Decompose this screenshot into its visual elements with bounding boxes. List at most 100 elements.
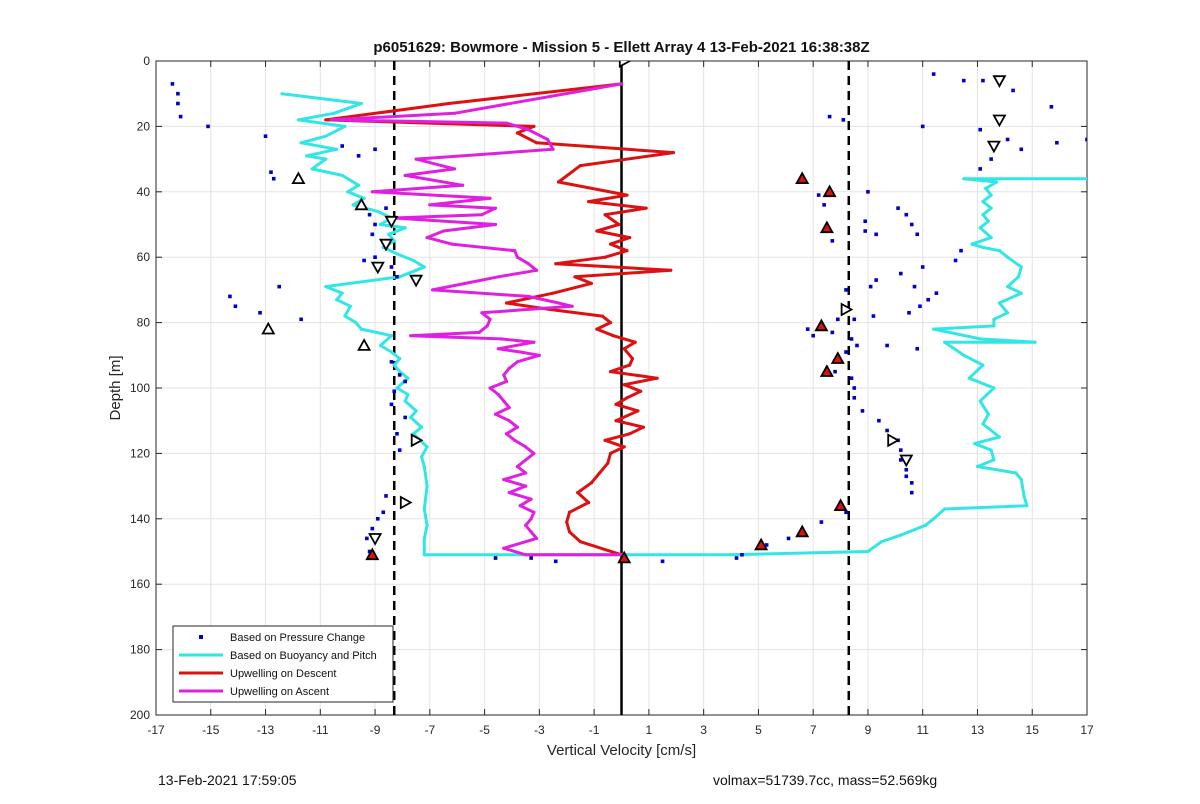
series-line-point — [409, 415, 413, 420]
series-line-point — [340, 173, 344, 178]
series-line-point — [975, 464, 980, 469]
series-line-point — [488, 196, 492, 200]
pressure-change-point — [904, 212, 909, 217]
series-line-point — [625, 249, 629, 253]
triangle-marker — [840, 302, 854, 317]
series-line-point — [340, 291, 344, 295]
series-line-point — [614, 419, 618, 423]
series-line-point — [441, 229, 446, 233]
pressure-change-point — [855, 343, 859, 348]
pressure-change-point — [860, 409, 865, 413]
pressure-change-point — [375, 517, 380, 521]
plot-content — [170, 61, 1087, 715]
pressure-change-point — [176, 91, 180, 96]
series-line-point — [986, 412, 991, 416]
pressure-change-point — [1011, 88, 1015, 93]
series-line-point — [603, 438, 607, 442]
triangle-marker — [986, 140, 1001, 154]
series-line-point — [671, 150, 676, 155]
series-line-point — [414, 409, 418, 413]
series-line-point — [529, 517, 533, 521]
series-line-point — [619, 82, 624, 86]
pressure-change-point — [1049, 104, 1054, 109]
series-line-point — [551, 147, 555, 151]
x-tick-label: 17 — [1080, 723, 1094, 737]
series-line-point — [606, 461, 610, 465]
series-line-point — [422, 507, 426, 511]
y-tick-label: 180 — [130, 643, 150, 657]
x-tick-label: -17 — [147, 723, 165, 737]
series-line-point — [403, 173, 407, 178]
pressure-change-point — [866, 190, 870, 194]
pressure-change-point — [899, 448, 903, 452]
pressure-change-point — [844, 288, 848, 292]
series-line-point — [526, 294, 531, 299]
pressure-change-point — [529, 556, 533, 560]
legend-swatch-point — [199, 635, 203, 639]
pressure-change-point — [844, 510, 848, 515]
series-line-point — [608, 370, 613, 374]
x-tick-label: -5 — [479, 723, 490, 737]
legend-entry-label: Based on Pressure Change — [230, 632, 365, 644]
series-line-point — [625, 193, 629, 197]
series-line-point — [992, 386, 996, 390]
triangle-marker — [410, 433, 424, 448]
triangle-marker — [992, 75, 1007, 88]
series-line-point — [422, 536, 426, 541]
y-tick-label: 40 — [137, 185, 151, 199]
pressure-change-point — [395, 431, 399, 436]
triangle-marker — [795, 524, 810, 538]
series-line-point — [576, 491, 580, 495]
triangle-marker — [617, 550, 632, 564]
series-line-point — [425, 235, 429, 240]
series-line-point — [973, 441, 977, 446]
pressure-change-point — [299, 317, 303, 322]
series-line-point — [866, 549, 870, 554]
x-tick-label: 3 — [700, 723, 707, 737]
series-line-point — [967, 376, 971, 380]
pressure-change-point — [170, 82, 175, 86]
pressure-change-point — [816, 193, 821, 197]
triangle-marker — [833, 498, 848, 512]
series-line-point — [332, 111, 336, 115]
series-line-point — [425, 445, 429, 449]
pressure-change-point — [1055, 140, 1059, 145]
series-line-point — [515, 255, 520, 259]
triangle-marker — [992, 114, 1007, 128]
series-line-point — [628, 363, 632, 367]
series-line-point — [398, 275, 402, 279]
y-tick-label: 120 — [130, 446, 150, 460]
series-line-point — [551, 291, 555, 295]
pressure-change-point — [918, 304, 922, 309]
series-line-point — [989, 448, 993, 452]
series-line-point — [962, 177, 966, 181]
series-line-point — [324, 134, 328, 138]
series-line-point — [729, 553, 733, 557]
pressure-change-point — [915, 346, 920, 351]
series-line-point — [420, 455, 424, 459]
pressure-change-point — [931, 72, 936, 76]
series-line-point — [359, 101, 363, 106]
series-line-point — [376, 209, 380, 214]
pressure-change-point — [176, 101, 180, 106]
series-line-point — [370, 190, 374, 194]
series-line-point — [1019, 291, 1023, 295]
pressure-change-point — [373, 222, 377, 227]
triangle-marker — [887, 433, 900, 448]
series-line-point — [324, 157, 328, 161]
pressure-change-point — [915, 232, 920, 237]
pressure-change-point — [874, 232, 878, 237]
series-line-point — [603, 213, 607, 217]
pressure-change-point — [403, 415, 407, 420]
pressure-change-point — [277, 284, 282, 289]
series-line-point — [504, 301, 509, 305]
y-tick-label: 200 — [130, 708, 150, 722]
pressure-change-point — [912, 284, 917, 289]
series-line-point — [420, 425, 424, 429]
series-line-point — [414, 268, 418, 272]
x-tick-label: -11 — [312, 723, 329, 737]
pressure-change-point — [989, 157, 993, 161]
pressure-change-point — [904, 467, 909, 472]
series-line-point — [992, 324, 996, 328]
y-tick-label: 60 — [137, 250, 151, 264]
